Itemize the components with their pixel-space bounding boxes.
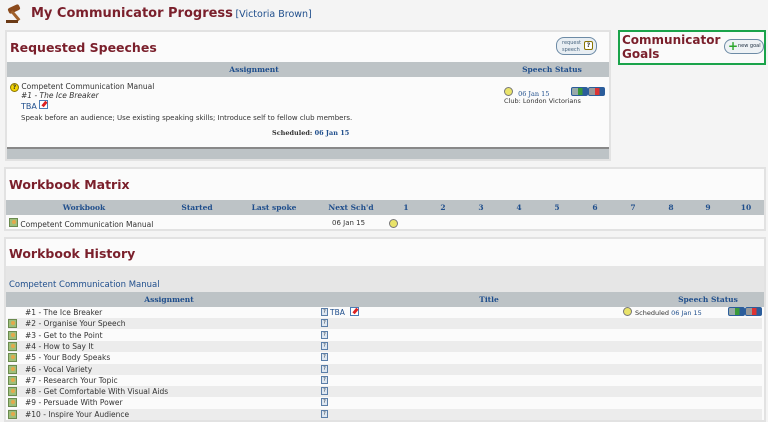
column-header: Title	[479, 295, 499, 304]
gavel-icon	[5, 4, 27, 24]
thumbs-up-icon[interactable]	[571, 87, 588, 96]
help-icon[interactable]: ?	[321, 364, 328, 373]
section-title: Requested Speeches	[10, 40, 157, 55]
workbook-icon	[8, 409, 17, 419]
workbook-icon	[8, 375, 17, 385]
column-header: 2	[440, 203, 446, 212]
table-row: #5 - Your Body Speaks?	[8, 352, 762, 363]
workbook-icon	[8, 387, 17, 397]
club-name: Club: London Victorians	[504, 97, 581, 105]
assignment-name: #10 - Inspire Your Audience	[25, 409, 130, 419]
edit-icon[interactable]	[39, 100, 49, 109]
column-header: Started	[181, 203, 213, 212]
scheduled-label: Scheduled:	[272, 129, 313, 137]
help-icon[interactable]: ?	[321, 409, 328, 418]
new-goal-button[interactable]: + new goal	[724, 39, 764, 54]
table-row: #3 - Get to the Point?	[8, 330, 762, 341]
workbook-icon	[8, 341, 17, 351]
table-row: #1 - The Ice Breaker? TBA Scheduled 06 Jan…	[8, 307, 762, 318]
assignment-name: #5 - Your Body Speaks	[25, 353, 111, 363]
workbook-icon	[8, 398, 17, 408]
next-scheduled: 06 Jan 15	[332, 219, 366, 227]
table-row: #10 - Inspire Your Audience?	[8, 408, 762, 420]
column-header: 4	[516, 203, 522, 212]
column-header: Workbook	[62, 203, 106, 212]
column-header: 5	[554, 203, 560, 212]
column-header: Next Sch'd	[328, 203, 374, 212]
status-date: 06 Jan 15	[518, 90, 550, 98]
column-header: 9	[705, 203, 711, 212]
section-title: Workbook Matrix	[9, 177, 130, 192]
goals-title: Communicator Goals	[622, 33, 721, 61]
help-icon[interactable]: ?	[321, 353, 328, 362]
assignment-name: #1 - The Ice Breaker	[25, 308, 103, 317]
column-header: 7	[630, 203, 636, 212]
edit-icon[interactable]	[350, 307, 359, 316]
status-date: 06 Jan 15	[671, 309, 702, 317]
manual-name: Competent Communication Manual	[21, 82, 155, 91]
help-icon[interactable]: ?	[321, 398, 328, 407]
project-name: #1 - The Ice Breaker	[21, 91, 99, 100]
table-row: #7 - Research Your Topic?	[8, 375, 762, 386]
clock-icon	[389, 219, 398, 228]
help-icon: ?	[584, 41, 593, 50]
table-row: #2 - Organise Your Speech?	[8, 318, 762, 330]
thumbs-down-icon[interactable]	[588, 87, 605, 96]
user-link[interactable]: [Victoria Brown]	[235, 9, 312, 20]
workbook-name[interactable]: Competent Communication Manual	[20, 220, 154, 229]
plus-icon: +	[728, 39, 739, 53]
help-icon[interactable]: ?	[321, 330, 328, 339]
requested-speeches-panel: Requested Speeches request speech? Assig…	[5, 30, 611, 161]
assignment-name: #9 - Persuade With Power	[25, 398, 123, 408]
workbook-matrix-panel: Workbook Matrix Workbook Started Last sp…	[4, 167, 766, 231]
column-header: 6	[592, 203, 598, 212]
table-row: #8 - Get Comfortable With Visual Aids?	[8, 386, 762, 398]
workbook-icon	[8, 353, 17, 363]
column-header: 8	[668, 203, 674, 212]
objectives: Speak before an audience; Use existing s…	[21, 114, 353, 122]
help-icon[interactable]: ?	[321, 319, 328, 328]
assignment-name: #2 - Organise Your Speech	[25, 319, 126, 329]
table-row: #9 - Persuade With Power?	[8, 397, 762, 408]
clock-icon	[504, 87, 513, 96]
status-text: Scheduled	[635, 309, 669, 317]
manual-heading: Competent Communication Manual	[9, 280, 160, 290]
request-speech-button[interactable]: request speech?	[556, 37, 597, 55]
assignment-name: #7 - Research Your Topic	[25, 375, 118, 385]
communicator-goals-panel: Communicator Goals + new goal	[618, 30, 766, 65]
help-icon[interactable]: ?	[321, 387, 328, 396]
scheduled-date: 06 Jan 15	[314, 129, 350, 137]
column-header: 10	[740, 203, 752, 212]
column-header: 1	[403, 203, 409, 212]
help-icon[interactable]: ?	[321, 375, 328, 384]
section-title: Workbook History	[9, 246, 136, 261]
column-header: 3	[478, 203, 484, 212]
assignment-name: #6 - Vocal Variety	[25, 364, 93, 374]
thumbs-down-icon[interactable]	[745, 307, 762, 316]
speech-title-link[interactable]: TBA	[21, 102, 37, 111]
table-row: Competent Communication Manual	[9, 218, 153, 229]
speech-title-link[interactable]: TBA	[330, 308, 345, 317]
table-row: #6 - Vocal Variety?	[8, 363, 762, 375]
column-header: Assignment	[229, 65, 279, 74]
column-header: Assignment	[144, 295, 194, 304]
column-header: Speech Status	[678, 295, 738, 304]
help-icon[interactable]: ?	[321, 308, 328, 316]
column-header: Last spoke	[251, 203, 297, 212]
workbook-icon	[9, 218, 18, 227]
clock-icon	[623, 307, 632, 316]
assignment-name: #4 - How to Say It	[25, 341, 94, 351]
thumbs-up-icon[interactable]	[728, 307, 745, 316]
page-title: My Communicator Progress	[31, 6, 233, 21]
workbook-icon	[8, 330, 17, 340]
pending-icon: ?	[10, 83, 19, 92]
column-header: Speech Status	[522, 65, 582, 74]
workbook-icon	[8, 364, 17, 374]
workbook-history-panel: Workbook History Competent Communication…	[4, 237, 766, 422]
workbook-icon	[8, 319, 17, 329]
table-row: #4 - How to Say It?	[8, 340, 762, 352]
assignment-name: #3 - Get to the Point	[25, 330, 103, 340]
assignment-name: #8 - Get Comfortable With Visual Aids	[25, 387, 169, 397]
help-icon[interactable]: ?	[321, 341, 328, 350]
